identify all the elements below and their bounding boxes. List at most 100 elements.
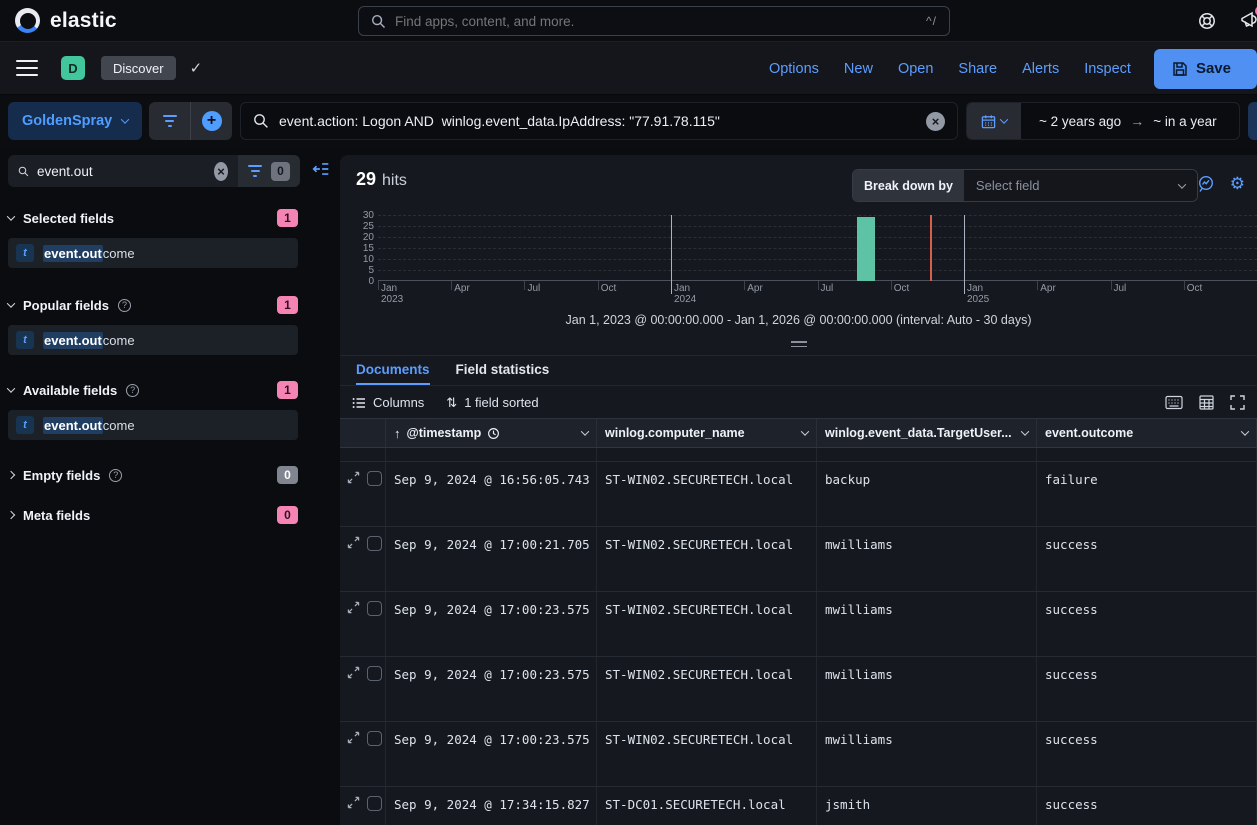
gridline (378, 270, 1257, 271)
cell (386, 448, 597, 461)
share-link[interactable]: Share (958, 60, 998, 77)
chevron-down-icon (1240, 427, 1250, 436)
row-checkbox[interactable] (367, 471, 382, 486)
inspect-link[interactable]: Inspect (1084, 60, 1131, 77)
cell-target-user: mwilliams (817, 527, 1037, 591)
breakdown-control: Break down by Select field (852, 169, 1198, 202)
header-timestamp[interactable]: ↑ @timestamp (386, 419, 597, 447)
field-section-header-empty-fields[interactable]: Empty fields? 0 (6, 465, 298, 485)
cell-timestamp: Sep 9, 2024 @ 17:00:23.575 (386, 657, 597, 721)
expand-document-button[interactable] (347, 601, 360, 656)
cell-target-user: mwilliams (817, 722, 1037, 786)
space-avatar[interactable]: D (61, 56, 85, 80)
data-view-picker[interactable]: GoldenSpray (8, 102, 143, 140)
cell-target-user: mwilliams (817, 657, 1037, 721)
tab-documents[interactable]: Documents (356, 356, 430, 385)
header-control-column (340, 419, 386, 447)
menu-icon[interactable] (16, 59, 38, 77)
expand-document-button[interactable] (347, 666, 360, 721)
cell-computer-name: ST-WIN02.SECURETECH.local (597, 592, 817, 656)
header-event-outcome[interactable]: event.outcome (1037, 419, 1257, 447)
breakdown-field-select[interactable]: Select field (963, 170, 1197, 201)
expand-document-button[interactable] (347, 731, 360, 786)
row-checkbox[interactable] (367, 731, 382, 746)
hits-label: hits (382, 172, 407, 189)
collapse-sidebar-button[interactable] (312, 160, 330, 178)
fullscreen-icon[interactable] (1230, 395, 1245, 410)
y-axis-tick-label: 30 (362, 210, 374, 221)
gear-icon[interactable]: ⚙ (1229, 174, 1245, 193)
clear-field-search-button[interactable]: × (214, 161, 228, 181)
field-section-header-available-fields[interactable]: Available fields? 1 (6, 380, 298, 400)
field-item-event.outcome[interactable]: t event.outcome (8, 325, 298, 355)
megaphone-icon (1241, 11, 1257, 28)
open-link[interactable]: Open (897, 60, 934, 77)
row-checkbox[interactable] (367, 666, 382, 681)
tab-field-statistics[interactable]: Field statistics (455, 362, 550, 377)
y-axis-tick-label: 10 (362, 254, 374, 265)
row-checkbox[interactable] (367, 601, 382, 616)
field-item-event.outcome[interactable]: t event.outcome (8, 410, 298, 440)
field-type-icon: t (16, 331, 34, 349)
x-axis-tick-label: Jan 2025 (966, 283, 990, 305)
expand-document-button[interactable] (347, 471, 360, 526)
help-icon: ? (109, 468, 123, 482)
histogram-bar[interactable] (856, 217, 875, 281)
field-name: event.outcome (43, 244, 135, 262)
display-options-icon[interactable] (1199, 395, 1214, 410)
gridline (378, 215, 1257, 216)
add-filter-button[interactable]: + (190, 102, 232, 140)
elastic-logo (15, 8, 40, 33)
field-section-header-meta-fields[interactable]: Meta fields 0 (6, 505, 298, 525)
global-search-bar[interactable]: ^/ (358, 6, 950, 36)
field-item-event.outcome[interactable]: t event.outcome (8, 238, 298, 268)
new-link[interactable]: New (843, 60, 873, 77)
edit-visualization-icon[interactable] (1197, 175, 1215, 193)
chart-resize-handle[interactable] (790, 341, 807, 348)
row-checkbox[interactable] (367, 796, 382, 811)
check-icon[interactable]: ✓ (189, 60, 203, 77)
expand-document-button[interactable] (347, 796, 360, 825)
header-computer-name[interactable]: winlog.computer_name (597, 419, 817, 447)
date-quick-select-button[interactable] (967, 103, 1021, 139)
field-search-input[interactable] (37, 163, 215, 179)
field-section-selected-fields: Selected fields 1 t event.outcome (6, 208, 298, 268)
field-section-label: Meta fields (23, 507, 91, 523)
options-link[interactable]: Options (768, 60, 819, 77)
field-filter-button[interactable]: 0 (238, 155, 300, 187)
x-axis-tick (890, 281, 892, 290)
app-bar: D Discover ✓ Options New Open Share Aler… (0, 42, 1257, 95)
save-button[interactable]: Save (1153, 48, 1257, 89)
clear-query-button[interactable]: × (926, 111, 945, 131)
time-range-end[interactable]: ~ in a year (1153, 113, 1217, 129)
header-target-user[interactable]: winlog.event_data.TargetUser... (817, 419, 1037, 447)
cell-computer-name: ST-WIN02.SECURETECH.local (597, 657, 817, 721)
field-section-header-selected-fields[interactable]: Selected fields 1 (6, 208, 298, 228)
filter-menu-button[interactable] (149, 102, 190, 140)
notifications-button[interactable] (1239, 6, 1257, 33)
global-search-input[interactable] (395, 13, 927, 29)
table-row: Sep 9, 2024 @ 17:00:23.575 ST-WIN02.SECUR… (340, 657, 1257, 722)
row-checkbox[interactable] (367, 536, 382, 551)
field-count-badge: 1 (277, 296, 298, 314)
expand-document-button[interactable] (347, 536, 360, 591)
row-controls (340, 462, 386, 526)
field-search-box[interactable]: × (8, 155, 238, 187)
y-axis-tick-label: 25 (362, 221, 374, 232)
help-icon[interactable] (1197, 11, 1217, 31)
field-section-header-popular-fields[interactable]: Popular fields? 1 (6, 295, 298, 315)
hits-count: 29 (356, 169, 377, 189)
global-header: elastic ^/ (0, 0, 1257, 42)
sort-fields-button[interactable]: ⇅ 1 field sorted (446, 394, 539, 411)
fields-sidebar: × 0 Selected fields1tevent.outcomePopula… (0, 148, 336, 825)
breadcrumb-discover[interactable]: Discover (101, 56, 176, 80)
time-range-start[interactable]: ~ 2 years ago (1039, 113, 1122, 129)
alerts-link[interactable]: Alerts (1022, 60, 1060, 77)
x-axis-tick-label: Jul (527, 283, 541, 294)
refresh-button[interactable]: ↻ (1248, 102, 1257, 140)
year-boundary-line (670, 215, 672, 294)
help-icon: ? (117, 298, 131, 312)
query-input[interactable] (279, 113, 926, 129)
columns-button[interactable]: Columns (352, 395, 424, 410)
keyboard-shortcuts-icon[interactable] (1165, 395, 1183, 410)
